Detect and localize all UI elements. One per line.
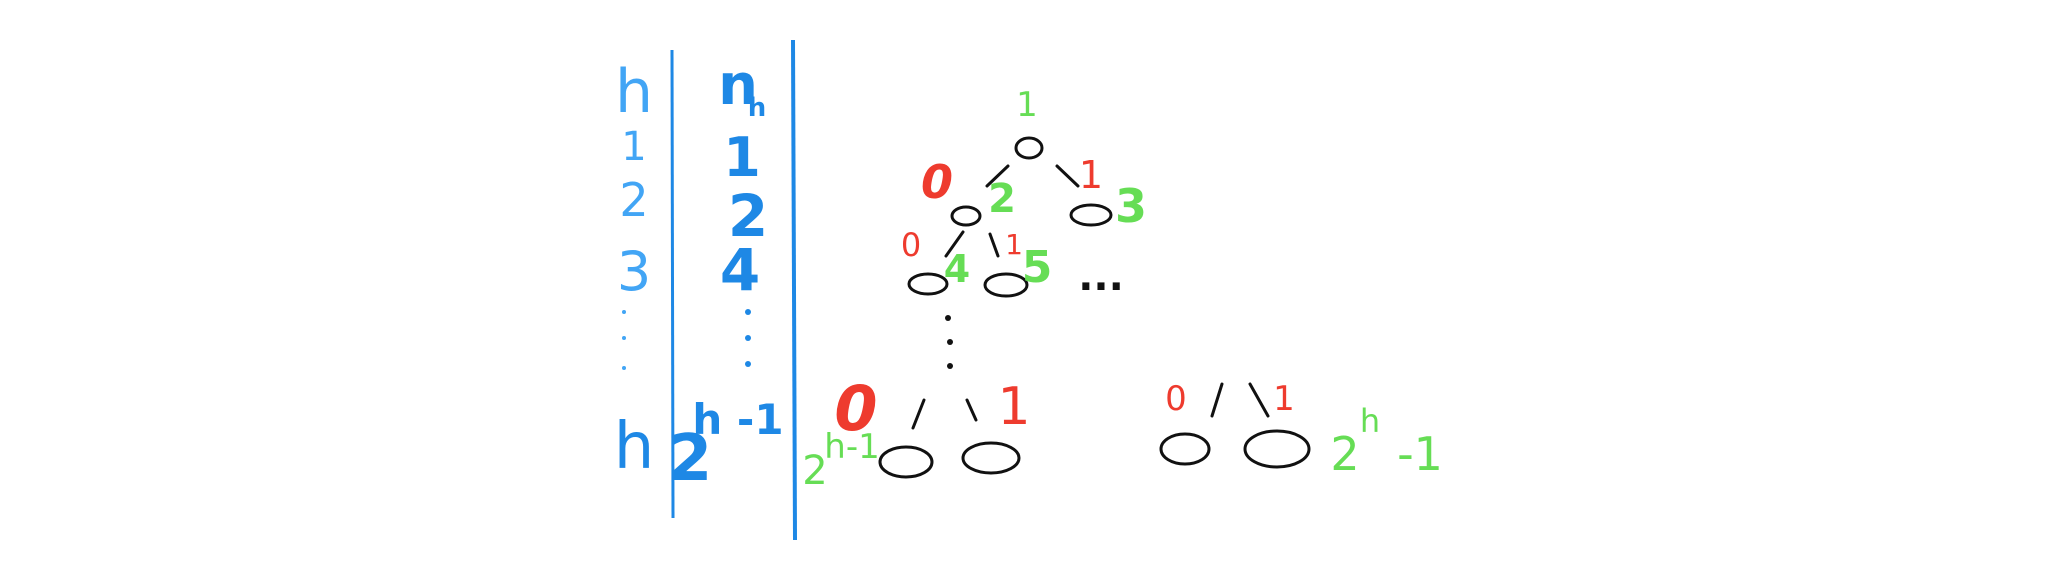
level3-right-edge-label: 1	[1005, 228, 1023, 261]
edge-bottom-left-a	[911, 398, 926, 430]
node-level3-right	[983, 272, 1029, 298]
bottom-left-edge-0: 0	[834, 372, 877, 445]
node-count-column: n h 1 2 4 2 h -1	[668, 53, 784, 496]
node-bottom-3	[1159, 432, 1211, 466]
node-count-row-h-base: 2	[668, 422, 713, 496]
edge-l2-left	[944, 230, 965, 258]
node-count-row-1: 1	[723, 126, 761, 189]
level2-left-index-label: 2	[988, 176, 1016, 222]
level3-left-index-label: 4	[944, 247, 970, 291]
height-row-2: 2	[619, 173, 648, 227]
table-divider-left	[670, 49, 675, 519]
bottom-right-index-base: 2	[1330, 427, 1359, 481]
bottom-right-edge-0: 0	[1165, 379, 1187, 419]
edge-bottom-left-b	[965, 398, 978, 422]
height-row-3: 3	[617, 240, 651, 303]
edge-l2-right	[988, 232, 1000, 258]
tree-horizontal-ellipsis: ...	[1078, 254, 1124, 300]
bottom-left-index-exponent: h-1	[824, 427, 879, 467]
node-bottom-4	[1243, 429, 1311, 469]
edge-root-right	[1055, 164, 1080, 188]
node-count-header-subscript: h	[748, 93, 767, 123]
node-level2-left	[950, 205, 982, 227]
height-header: h	[615, 57, 653, 127]
node-bottom-1	[878, 445, 934, 479]
height-row-1: 1	[621, 124, 646, 170]
level2-right-edge-label: 1	[1079, 153, 1103, 197]
level3-right-index-label: 5	[1022, 242, 1053, 293]
node-count-header: n	[718, 53, 758, 118]
level2-left-edge-label: 0	[921, 155, 953, 209]
node-root	[1014, 136, 1044, 160]
table-divider-right	[791, 39, 797, 541]
bottom-left-index-base: 2	[802, 448, 827, 494]
node-level3-left	[907, 272, 949, 296]
height-column: h 1 2 3 h	[614, 57, 655, 484]
bottom-left-edge-1: 1	[997, 377, 1030, 437]
edge-root-left	[985, 164, 1010, 188]
tree-edges	[911, 164, 1270, 430]
tree-nodes	[878, 136, 1311, 479]
height-vertical-dots	[622, 310, 626, 370]
node-bottom-2	[961, 441, 1021, 475]
node-count-vertical-dots	[745, 309, 751, 367]
node-level2-right	[1069, 203, 1113, 227]
node-count-row-h-exponent: h -1	[692, 395, 783, 444]
bottom-right-index-suffix: -1	[1397, 427, 1443, 481]
bottom-right-edge-1: 1	[1273, 379, 1295, 419]
height-row-h: h	[614, 410, 655, 484]
level2-right-index-label: 3	[1115, 179, 1147, 233]
bottom-right-index-exponent: h	[1360, 402, 1380, 440]
level3-left-edge-label: 0	[901, 226, 921, 264]
tree-vertical-dots	[945, 315, 953, 369]
root-index-label: 1	[1016, 85, 1038, 125]
edge-bottom-right-a	[1210, 382, 1224, 418]
node-count-row-3: 4	[720, 236, 760, 304]
edge-bottom-right-b	[1248, 382, 1270, 418]
node-count-row-2: 2	[728, 182, 768, 250]
